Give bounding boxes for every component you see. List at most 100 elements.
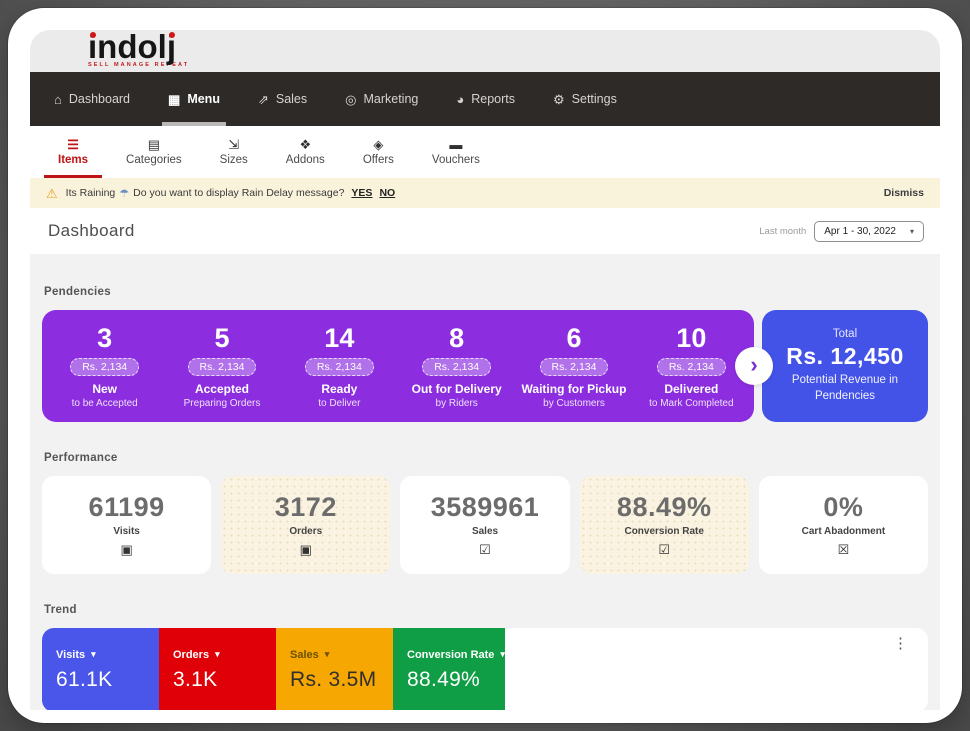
- pendency-new[interactable]: 3 Rs. 2,134 New to be Accepted: [46, 323, 163, 409]
- pendencies-next-button[interactable]: ›: [735, 347, 773, 385]
- pendency-count: 5: [214, 322, 230, 353]
- trend-tile-orders[interactable]: Orders ▾ 3.1K: [159, 628, 276, 710]
- pendency-ready[interactable]: 14 Rs. 2,134 Ready to Deliver: [281, 323, 398, 409]
- performance-section-title: Performance: [44, 452, 118, 464]
- performance-card-visits: 61199 Visits ▣: [42, 476, 212, 574]
- nav-reports[interactable]: ◕ Reports: [454, 72, 517, 126]
- layers-icon: ▤: [147, 137, 160, 152]
- pendency-label: Out for Delivery: [411, 382, 502, 397]
- amount-badge: Rs. 2,134: [422, 358, 492, 377]
- total-description: Potential Revenue in Pendencies: [791, 373, 899, 402]
- pendency-label: Accepted: [194, 382, 249, 397]
- logo-letters-mid: ndol: [97, 28, 167, 65]
- metric-label: Orders: [289, 526, 323, 537]
- total-label: Total: [832, 327, 858, 340]
- ticket-icon: ▬: [449, 137, 463, 152]
- pendencies-section-title: Pendencies: [44, 286, 111, 298]
- briefcase-icon: ▣: [120, 542, 133, 557]
- nav-dashboard[interactable]: ⌂ Dashboard: [52, 72, 132, 126]
- pendencies-row: 3 Rs. 2,134 New to be Accepted 5 Rs. 2,1…: [42, 310, 928, 422]
- banner-message-question: Do you want to display Rain Delay messag…: [133, 187, 345, 199]
- trend-label: Sales: [290, 648, 319, 661]
- puzzle-icon: ❖: [299, 137, 312, 152]
- rain-delay-banner: ⚠ Its Raining ☂ Do you want to display R…: [30, 178, 940, 208]
- logo-tagline: SELL MANAGE REPEAT: [88, 62, 190, 68]
- metric-label: Visits: [113, 526, 140, 537]
- metric-value: 0%: [823, 492, 864, 522]
- target-icon: ◎: [345, 91, 357, 107]
- home-icon: ⌂: [54, 91, 62, 107]
- tab-label: Sizes: [219, 154, 248, 166]
- pendency-sublabel: to Mark Completed: [649, 398, 734, 410]
- page-title: Dashboard: [48, 221, 135, 240]
- total-amount: Rs. 12,450: [786, 342, 904, 369]
- pendency-out-for-delivery[interactable]: 8 Rs. 2,134 Out for Delivery by Riders: [398, 323, 515, 409]
- amount-badge: Rs. 2,134: [656, 358, 726, 377]
- trend-tile-visits[interactable]: Visits ▾ 61.1K: [42, 628, 159, 710]
- app-window: indolj SELL MANAGE REPEAT ⌂ Dashboard ▦ …: [8, 8, 962, 723]
- trend-card: Visits ▾ 61.1K Orders ▾ 3.1K Sales ▾: [42, 628, 928, 710]
- date-range-select[interactable]: Apr 1 - 30, 2022 ▾: [814, 220, 924, 242]
- chevron-down-icon: ▾: [324, 649, 330, 659]
- nav-label: Menu: [187, 92, 220, 106]
- metric-value: 3589961: [430, 492, 540, 522]
- metric-label: Conversion Rate: [624, 526, 704, 537]
- menu-subnav: ☰ Items ▤ Categories ⇲ Sizes ❖ Addons ◈ …: [30, 126, 940, 178]
- pendencies-card: 3 Rs. 2,134 New to be Accepted 5 Rs. 2,1…: [42, 310, 754, 422]
- pendency-count: 6: [566, 322, 582, 353]
- more-options-icon[interactable]: ⋮: [893, 635, 908, 652]
- pendency-label: New: [92, 382, 117, 397]
- logo-letter-j: j: [166, 28, 176, 65]
- logo-letter-i: i: [88, 28, 98, 65]
- calendar-check-icon: ☑: [658, 542, 671, 557]
- trend-section-title: Trend: [44, 604, 77, 616]
- pendency-sublabel: by Riders: [435, 398, 478, 410]
- pendency-delivered[interactable]: 10 Rs. 2,134 Delivered to Mark Completed: [633, 323, 750, 409]
- tab-offers[interactable]: ◈ Offers: [363, 126, 394, 178]
- trend-value: 88.49%: [407, 667, 481, 691]
- dismiss-button[interactable]: Dismiss: [883, 187, 924, 199]
- dashboard-content: Pendencies 3 Rs. 2,134 New to be Accepte…: [30, 254, 940, 710]
- total-revenue-card: Total Rs. 12,450 Potential Revenue in Pe…: [762, 310, 928, 422]
- tab-categories[interactable]: ▤ Categories: [126, 126, 182, 178]
- rain-icon: ☂: [119, 187, 130, 200]
- amount-badge: Rs. 2,134: [187, 358, 257, 377]
- pendency-sublabel: Preparing Orders: [183, 398, 261, 410]
- tab-vouchers[interactable]: ▬ Vouchers: [432, 126, 480, 178]
- pie-chart-icon: ◕: [456, 91, 465, 107]
- rain-no-button[interactable]: NO: [379, 187, 396, 199]
- trend-tile-conversion-rate[interactable]: Conversion Rate ▾ 88.49%: [393, 628, 505, 710]
- date-filter: Last month Apr 1 - 30, 2022 ▾: [759, 220, 924, 242]
- tab-items[interactable]: ☰ Items: [58, 126, 88, 178]
- trend-value: 3.1K: [173, 667, 218, 691]
- metric-value: 88.49%: [616, 492, 712, 522]
- tab-label: Categories: [126, 154, 182, 166]
- tab-label: Vouchers: [431, 154, 480, 166]
- pendency-label: Ready: [321, 382, 358, 397]
- tab-sizes[interactable]: ⇲ Sizes: [220, 126, 248, 178]
- trend-tile-sales[interactable]: Sales ▾ Rs. 3.5M: [276, 628, 393, 710]
- pendency-accepted[interactable]: 5 Rs. 2,134 Accepted Preparing Orders: [163, 323, 280, 409]
- rain-yes-button[interactable]: YES: [351, 187, 373, 199]
- chevron-down-icon: ▾: [500, 649, 505, 659]
- pendency-count: 8: [449, 322, 465, 353]
- main-navbar: ⌂ Dashboard ▦ Menu ⇗ Sales ◎ Marketing ◕…: [30, 72, 940, 126]
- pendency-count: 10: [676, 322, 707, 353]
- tab-addons[interactable]: ❖ Addons: [286, 126, 325, 178]
- metric-label: Cart Abadonment: [801, 526, 886, 537]
- nav-marketing[interactable]: ◎ Marketing: [343, 72, 420, 126]
- nav-menu[interactable]: ▦ Menu: [162, 72, 226, 126]
- metric-value: 3172: [274, 492, 337, 522]
- nav-label: Reports: [471, 92, 516, 106]
- performance-card-orders: 3172 Orders ▣: [221, 476, 391, 574]
- chevron-down-icon: ▾: [909, 226, 914, 236]
- briefcase-icon: ▣: [299, 542, 312, 557]
- logo-wordmark: indolj: [88, 30, 189, 63]
- nav-sales[interactable]: ⇗ Sales: [256, 72, 309, 126]
- tag-icon: ◈: [373, 137, 384, 152]
- indolj-logo[interactable]: indolj SELL MANAGE REPEAT: [88, 30, 189, 69]
- performance-card-cart-abandonment: 0% Cart Abadonment ☒: [758, 476, 929, 574]
- nav-settings[interactable]: ⚙ Settings: [551, 72, 619, 126]
- pendency-waiting-pickup[interactable]: 6 Rs. 2,134 Waiting for Pickup by Custom…: [515, 323, 632, 409]
- period-label: Last month: [759, 225, 807, 237]
